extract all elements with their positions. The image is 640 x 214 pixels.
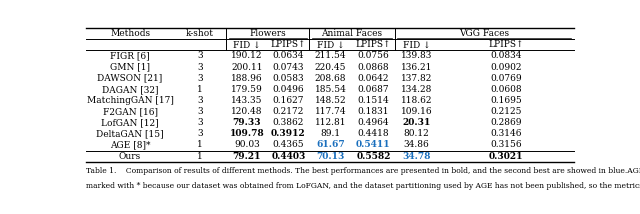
Text: LofGAN [12]: LofGAN [12] xyxy=(101,118,159,127)
Text: 79.21: 79.21 xyxy=(233,152,261,160)
Text: 0.3021: 0.3021 xyxy=(488,152,523,160)
Text: 0.3156: 0.3156 xyxy=(490,140,522,149)
Text: 34.86: 34.86 xyxy=(404,140,429,149)
Text: FID ↓: FID ↓ xyxy=(403,40,430,49)
Text: 136.21: 136.21 xyxy=(401,62,432,71)
Text: 3: 3 xyxy=(198,107,203,116)
Text: 109.78: 109.78 xyxy=(230,129,264,138)
Text: 0.0608: 0.0608 xyxy=(490,85,522,94)
Text: 3: 3 xyxy=(198,62,203,71)
Text: 0.3912: 0.3912 xyxy=(271,129,306,138)
Text: 190.12: 190.12 xyxy=(231,51,262,61)
Text: 0.0902: 0.0902 xyxy=(490,62,522,71)
Text: 0.0687: 0.0687 xyxy=(358,85,389,94)
Text: 0.0756: 0.0756 xyxy=(358,51,389,61)
Text: 1: 1 xyxy=(197,85,203,94)
Text: GMN [1]: GMN [1] xyxy=(110,62,150,71)
Text: 0.2172: 0.2172 xyxy=(273,107,304,116)
Text: 61.67: 61.67 xyxy=(316,140,345,149)
Text: 148.52: 148.52 xyxy=(315,96,346,105)
Text: 137.82: 137.82 xyxy=(401,74,432,83)
Text: 0.2125: 0.2125 xyxy=(490,107,522,116)
Text: 20.31: 20.31 xyxy=(403,118,431,127)
Text: 0.5582: 0.5582 xyxy=(356,152,390,160)
Text: 3: 3 xyxy=(198,51,203,61)
Text: 0.2869: 0.2869 xyxy=(490,118,522,127)
Text: 0.1627: 0.1627 xyxy=(273,96,304,105)
Text: 0.4365: 0.4365 xyxy=(273,140,304,149)
Text: 70.13: 70.13 xyxy=(316,152,345,160)
Text: 0.1514: 0.1514 xyxy=(358,96,389,105)
Text: 109.16: 109.16 xyxy=(401,107,433,116)
Text: LPIPS↑: LPIPS↑ xyxy=(488,40,524,49)
Text: 34.78: 34.78 xyxy=(403,152,431,160)
Text: 179.59: 179.59 xyxy=(231,85,263,94)
Text: 0.1831: 0.1831 xyxy=(358,107,389,116)
Text: 3: 3 xyxy=(198,74,203,83)
Text: 120.48: 120.48 xyxy=(231,107,262,116)
Text: LPIPS↑: LPIPS↑ xyxy=(271,40,306,49)
Text: 0.0642: 0.0642 xyxy=(358,74,389,83)
Text: DAGAN [32]: DAGAN [32] xyxy=(102,85,158,94)
Text: 0.4964: 0.4964 xyxy=(358,118,389,127)
Text: 0.0769: 0.0769 xyxy=(490,74,522,83)
Text: 0.5411: 0.5411 xyxy=(356,140,390,149)
Text: 79.33: 79.33 xyxy=(232,118,261,127)
Text: Table 1.    Comparison of results of different methods. The best performances ar: Table 1. Comparison of results of differ… xyxy=(86,166,640,175)
Text: 211.54: 211.54 xyxy=(315,51,346,61)
Text: LPIPS↑: LPIPS↑ xyxy=(356,40,391,49)
Text: 0.0583: 0.0583 xyxy=(273,74,304,83)
Text: 0.3862: 0.3862 xyxy=(273,118,304,127)
Text: 117.74: 117.74 xyxy=(315,107,346,116)
Text: 0.0496: 0.0496 xyxy=(273,85,304,94)
Text: FID ↓: FID ↓ xyxy=(233,40,260,49)
Text: 0.0834: 0.0834 xyxy=(490,51,522,61)
Text: 3: 3 xyxy=(198,96,203,105)
Text: Ours: Ours xyxy=(119,152,141,160)
Text: 0.0868: 0.0868 xyxy=(358,62,389,71)
Text: FID ↓: FID ↓ xyxy=(317,40,344,49)
Text: 0.4403: 0.4403 xyxy=(271,152,305,160)
Text: k-shot: k-shot xyxy=(186,29,214,38)
Text: Animal Faces: Animal Faces xyxy=(321,29,383,38)
Text: 3: 3 xyxy=(198,118,203,127)
Text: Methods: Methods xyxy=(110,29,150,38)
Text: 3: 3 xyxy=(198,129,203,138)
Text: FIGR [6]: FIGR [6] xyxy=(110,51,150,61)
Text: 143.35: 143.35 xyxy=(231,96,262,105)
Text: 1: 1 xyxy=(197,140,203,149)
Text: VGG Faces: VGG Faces xyxy=(459,29,509,38)
Text: 118.62: 118.62 xyxy=(401,96,432,105)
Text: DAWSON [21]: DAWSON [21] xyxy=(97,74,163,83)
Text: 220.45: 220.45 xyxy=(315,62,346,71)
Text: 0.0743: 0.0743 xyxy=(273,62,304,71)
Text: 0.3146: 0.3146 xyxy=(490,129,522,138)
Text: 89.1: 89.1 xyxy=(321,129,340,138)
Text: 0.0634: 0.0634 xyxy=(273,51,304,61)
Text: 80.12: 80.12 xyxy=(404,129,429,138)
Text: MatchingGAN [17]: MatchingGAN [17] xyxy=(86,96,173,105)
Text: 134.28: 134.28 xyxy=(401,85,432,94)
Text: AGE [8]*: AGE [8]* xyxy=(110,140,150,149)
Text: Flowers: Flowers xyxy=(250,29,286,38)
Text: marked with * because our dataset was obtained from LoFGAN, and the dataset part: marked with * because our dataset was ob… xyxy=(86,182,640,190)
Text: 208.68: 208.68 xyxy=(315,74,346,83)
Text: 200.11: 200.11 xyxy=(231,62,262,71)
Text: 185.54: 185.54 xyxy=(314,85,346,94)
Text: 112.81: 112.81 xyxy=(315,118,346,127)
Text: 90.03: 90.03 xyxy=(234,140,260,149)
Text: 1: 1 xyxy=(197,152,203,160)
Text: 188.96: 188.96 xyxy=(231,74,262,83)
Text: 139.83: 139.83 xyxy=(401,51,432,61)
Text: DeltaGAN [15]: DeltaGAN [15] xyxy=(96,129,164,138)
Text: 0.1695: 0.1695 xyxy=(490,96,522,105)
Text: F2GAN [16]: F2GAN [16] xyxy=(102,107,157,116)
Text: 0.4418: 0.4418 xyxy=(358,129,389,138)
